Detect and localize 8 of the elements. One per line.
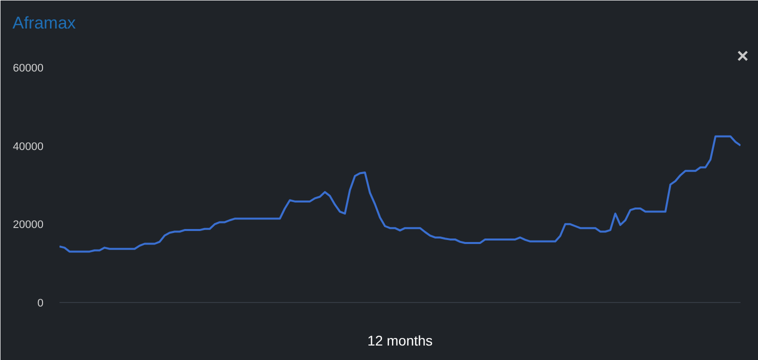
chart-title: Aframax — [12, 14, 76, 32]
y-tick-label: 60000 — [12, 62, 44, 74]
y-tick-label: 40000 — [12, 140, 44, 153]
line-series — [60, 135, 740, 253]
y-tick-label: 0 — [37, 298, 44, 310]
text: × — [736, 46, 749, 68]
x-axis-title: 12 months — [367, 332, 433, 348]
y-tick-label: 20000 — [12, 219, 44, 232]
